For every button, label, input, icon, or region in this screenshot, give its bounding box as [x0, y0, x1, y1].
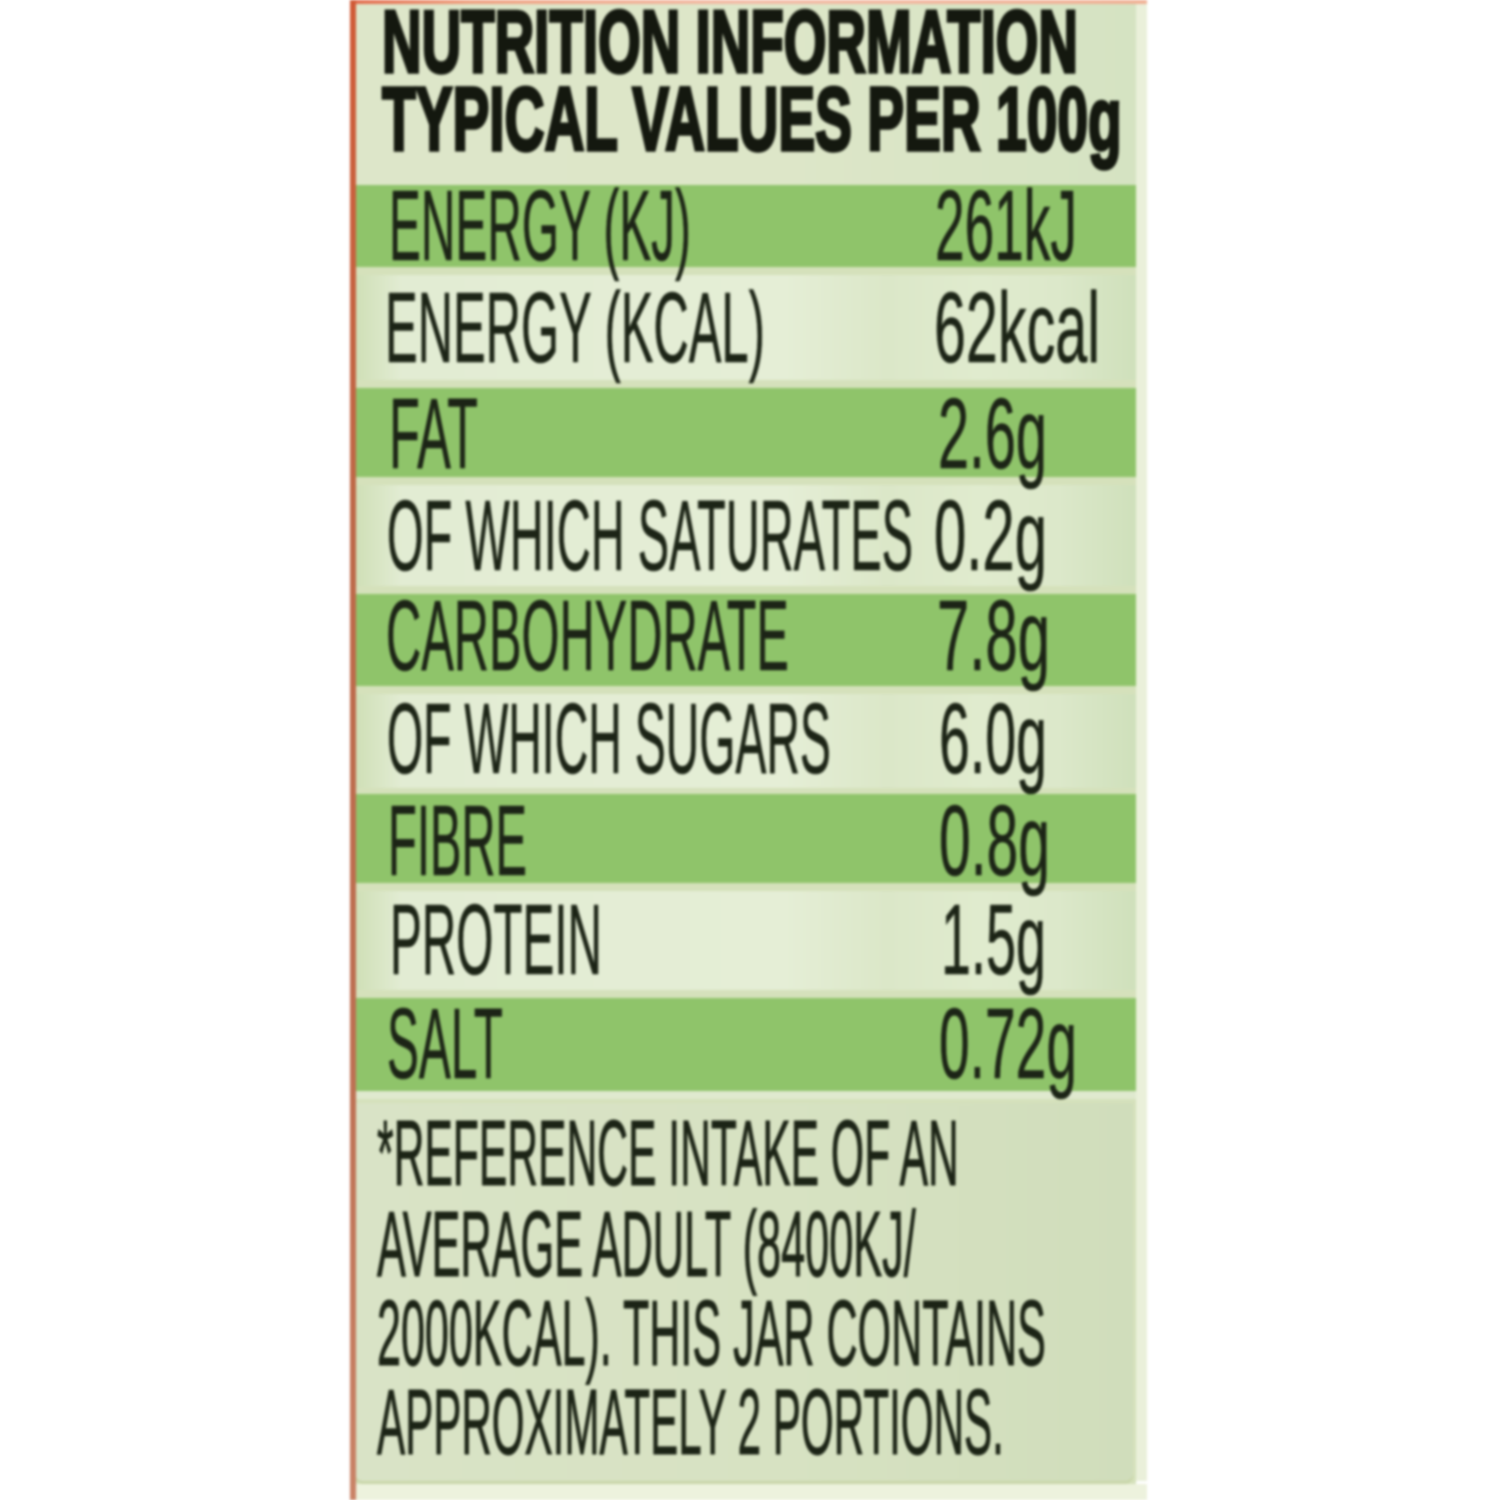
- svg-text:CARBOHYDRATE: CARBOHYDRATE: [386, 580, 789, 692]
- svg-text:0.8g: 0.8g: [939, 785, 1050, 897]
- svg-text:TYPICAL VALUES PER 100g: TYPICAL VALUES PER 100g: [382, 68, 1122, 169]
- svg-text:AVERAGE ADULT (8400KJ/: AVERAGE ADULT (8400KJ/: [377, 1193, 916, 1297]
- svg-text:FAT: FAT: [389, 377, 478, 489]
- svg-text:OF WHICH SATURATES: OF WHICH SATURATES: [387, 479, 913, 592]
- svg-text:6.0g: 6.0g: [939, 684, 1047, 795]
- svg-text:261kJ: 261kJ: [935, 169, 1077, 281]
- svg-text:SALT: SALT: [387, 987, 503, 1099]
- svg-text:0.2g: 0.2g: [934, 481, 1047, 592]
- svg-text:0.72g: 0.72g: [939, 989, 1077, 1100]
- svg-text:2000KCAL). THIS JAR CONTAINS: 2000KCAL). THIS JAR CONTAINS: [377, 1282, 1046, 1386]
- svg-text:ENERGY (KCAL): ENERGY (KCAL): [385, 272, 765, 384]
- svg-text:APPROXIMATELY 2 PORTIONS.: APPROXIMATELY 2 PORTIONS.: [377, 1372, 1004, 1475]
- svg-text:ENERGY (KJ): ENERGY (KJ): [389, 169, 691, 281]
- svg-text:*REFERENCE INTAKE OF AN: *REFERENCE INTAKE OF AN: [377, 1103, 959, 1206]
- svg-text:NUTRITION INFORMATION: NUTRITION INFORMATION: [382, 0, 1078, 91]
- svg-text:1.5g: 1.5g: [941, 884, 1046, 996]
- svg-text:FIBRE: FIBRE: [388, 784, 527, 897]
- svg-text:PROTEIN: PROTEIN: [390, 883, 602, 995]
- svg-text:2.6g: 2.6g: [938, 379, 1047, 490]
- svg-text:OF WHICH SUGARS: OF WHICH SUGARS: [387, 682, 831, 795]
- svg-text:7.8g: 7.8g: [937, 581, 1050, 692]
- svg-text:62kcal: 62kcal: [934, 272, 1100, 384]
